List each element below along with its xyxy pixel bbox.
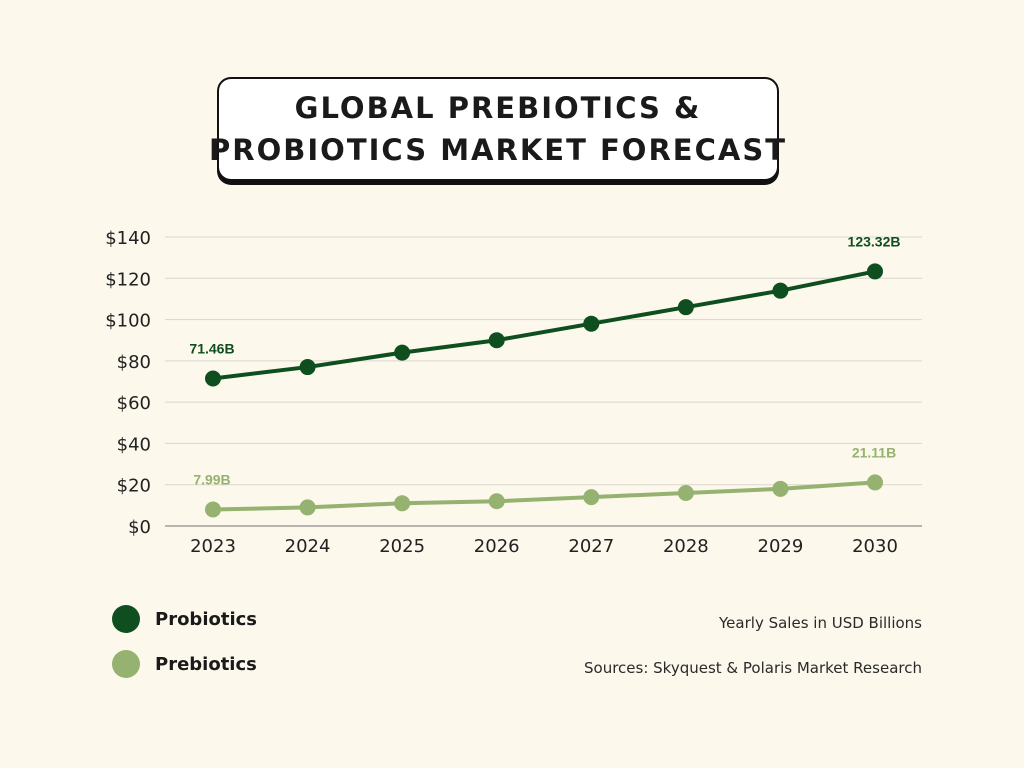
y-tick-label: $40 (117, 434, 151, 455)
chart-title-line-1: GLOBAL PREBIOTICS & (294, 91, 702, 125)
data-point-probiotics (772, 282, 789, 299)
legend-dot-probiotics (112, 605, 140, 633)
x-tick-label: 2027 (568, 536, 614, 557)
data-point-prebiotics (488, 493, 505, 510)
data-point-prebiotics (867, 474, 883, 491)
legend-item-probiotics: Probiotics (112, 605, 257, 633)
y-tick-label: $120 (105, 269, 151, 290)
data-point-probiotics (867, 263, 883, 280)
y-axis-ticks: $0 $20 $40 $60 $80 $100 $120 $140 (105, 228, 151, 538)
x-tick-label: 2029 (758, 536, 804, 557)
data-labels: 71.46B 123.32B 7.99B 21.11B (189, 233, 900, 487)
data-label-prebiotics: 21.11B (852, 444, 896, 460)
data-point-prebiotics (772, 480, 789, 497)
x-tick-label: 2026 (474, 536, 520, 557)
data-label-probiotics: 123.32B (848, 233, 901, 249)
series-line-probiotics (211, 269, 877, 381)
x-tick-label: 2024 (285, 536, 331, 557)
units-note: Yearly Sales in USD Billions (719, 614, 922, 632)
chart-title-line-2: PROBIOTICS MARKET FORECAST (209, 133, 787, 167)
y-tick-label: $0 (128, 517, 151, 538)
y-tick-label: $100 (105, 311, 151, 332)
title-box: GLOBAL PREBIOTICS & PROBIOTICS MARKET FO… (209, 77, 785, 181)
y-tick-label: $140 (105, 228, 151, 249)
data-point-prebiotics (299, 499, 316, 516)
gridlines (165, 236, 922, 527)
y-tick-label: $20 (117, 476, 151, 497)
y-tick-label: $80 (117, 352, 151, 373)
data-point-prebiotics (394, 495, 411, 512)
data-label-prebiotics: 7.99B (193, 472, 230, 488)
series-line-prebiotics (211, 480, 877, 512)
x-axis-ticks: 2023 2024 2025 2026 2027 2028 2029 2030 (190, 536, 898, 557)
legend-label-probiotics: Probiotics (155, 608, 258, 630)
data-label-probiotics: 71.46B (189, 340, 234, 356)
x-tick-label: 2028 (663, 536, 709, 557)
legend-dot-prebiotics (112, 650, 140, 678)
data-point-probiotics (299, 359, 316, 376)
data-point-probiotics (583, 315, 600, 332)
data-point-probiotics (488, 332, 505, 349)
x-tick-label: 2030 (852, 536, 898, 557)
data-point-prebiotics (205, 501, 221, 518)
data-point-prebiotics (677, 484, 694, 501)
data-point-probiotics (677, 299, 694, 316)
legend-item-prebiotics: Prebiotics (112, 650, 257, 678)
sources-note: Sources: Skyquest & Polaris Market Resea… (584, 659, 922, 677)
y-tick-label: $60 (117, 393, 151, 414)
data-point-probiotics (205, 370, 221, 387)
data-point-prebiotics (583, 489, 600, 506)
series-lines (205, 263, 883, 518)
legend-label-prebiotics: Prebiotics (155, 653, 257, 675)
x-tick-label: 2023 (190, 536, 236, 557)
x-tick-label: 2025 (379, 536, 425, 557)
data-point-probiotics (394, 344, 411, 361)
